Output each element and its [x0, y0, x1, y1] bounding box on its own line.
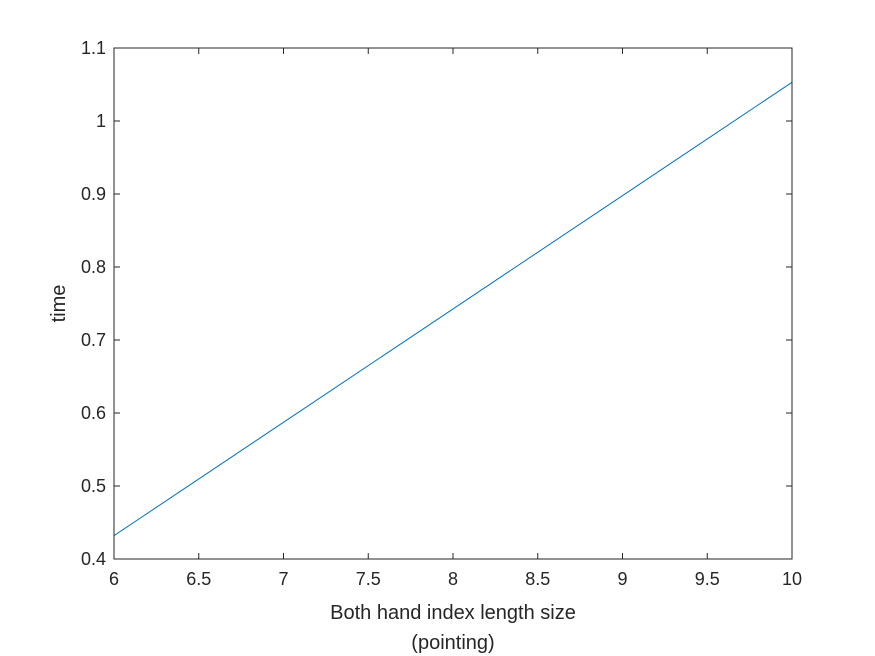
- y-tick-label: 1: [96, 111, 106, 131]
- plot-area-background: [114, 48, 792, 559]
- x-tick-label: 8: [448, 569, 458, 589]
- y-tick-label: 0.6: [81, 403, 106, 423]
- x-tick-label: 9: [617, 569, 627, 589]
- y-tick-label: 0.7: [81, 330, 106, 350]
- labels-layer: 6 6.5 7 7.5 8 8.5 9 9.5 10 0.4 0.5 0.6 0.7 0.8 0.9 1 1.1…: [48, 38, 802, 654]
- y-tick-label: 0.8: [81, 257, 106, 277]
- y-tick-label: 1.1: [81, 38, 106, 58]
- plot-area-frame: [113, 47, 793, 560]
- y-tick-label: 0.4: [81, 549, 106, 569]
- series-line: [113, 81, 793, 537]
- series-layer: [113, 81, 793, 537]
- x-tick-label: 8.5: [525, 569, 550, 589]
- x-tick-label: 7: [278, 569, 288, 589]
- y-axis-title: time: [48, 285, 70, 323]
- x-tick-label: 10: [782, 569, 802, 589]
- x-axis-title-line: Both hand index length size: [330, 602, 576, 624]
- x-tick-label: 9.5: [695, 569, 720, 589]
- x-tick-label: 7.5: [356, 569, 381, 589]
- x-axis-title-line: (pointing): [411, 632, 494, 654]
- x-tick-label: 6: [109, 569, 119, 589]
- y-tick-label: 0.5: [81, 476, 106, 496]
- x-tick-label: 6.5: [186, 569, 211, 589]
- y-tick-label: 0.9: [81, 184, 106, 204]
